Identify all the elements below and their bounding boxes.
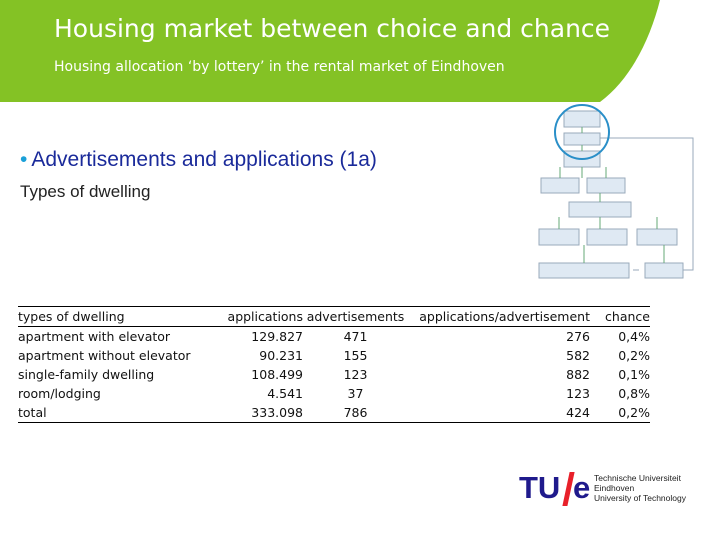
table-cell: 108.499 [251,367,303,382]
header-banner: Housing market between choice and chance… [0,0,720,102]
header-wave-decoration [600,0,720,102]
tue-logo: TU e Technische Universiteit Eindhoven U… [519,470,694,506]
table-cell: 882 [566,367,590,382]
table-cell: apartment with elevator [18,329,171,344]
subheading: Types of dwelling [20,182,151,201]
table-cell: 0,2% [618,348,650,363]
column-header: applications/advertisement [408,306,590,327]
bullet-heading-text: Advertisements and applications (1a) [31,148,377,171]
table-cell: 123 [566,386,590,401]
table-cell: 0,2% [590,403,650,423]
table-cell: apartment without elevator [18,348,191,363]
table-cell: 90.231 [259,348,303,363]
table-cell: 155 [343,348,368,363]
slide-title: Housing market between choice and chance [54,14,611,43]
table-row: apartment without elevator 90.231 155 58… [18,346,650,365]
column-header: advertisements [303,306,408,327]
table-cell: 0,4% [618,329,650,344]
table-cell: 0,8% [618,386,650,401]
table-cell: 4.541 [267,386,303,401]
table-cell: 0,1% [618,367,650,382]
table-row: total 333.098 786 424 0,2% [18,403,650,423]
logo-line: University of Technology [594,493,686,503]
logo-line: Eindhoven [594,483,635,493]
bullet-heading: • Advertisements and applications (1a) [20,148,377,172]
table-cell: total [18,403,208,423]
column-header: types of dwelling [18,306,208,327]
table-cell: 471 [343,329,368,344]
flowchart-thumbnail [538,104,694,279]
table-cell: 786 [303,403,408,423]
bullet-dot-icon: • [20,148,28,171]
logo-line: Technische Universiteit [594,473,681,483]
logo-mark-e: e [573,470,591,505]
table-cell: 123 [343,367,368,382]
column-header: chance [590,306,650,327]
table-cell: 37 [347,386,364,401]
table-cell: room/lodging [18,386,101,401]
column-header: applications [208,306,303,327]
table-cell: 333.098 [208,403,303,423]
table-cell: 129.827 [251,329,303,344]
table-row: single-family dwelling 108.499 123 882 0… [18,365,650,384]
table-header-row: types of dwelling applications advertise… [18,306,650,327]
slide-subtitle: Housing allocation ‘by lottery’ in the r… [54,59,505,75]
table-cell: 276 [566,329,590,344]
logo-mark-tu: TU [519,470,561,505]
table-cell: 424 [408,403,590,423]
dwelling-table: types of dwelling applications advertise… [18,306,650,423]
logo-wordmark: Technische Universiteit Eindhoven Univer… [594,473,686,503]
table-row: apartment with elevator 129.827 471 276 … [18,327,650,347]
table-cell: 582 [566,348,590,363]
table-cell: single-family dwelling [18,367,155,382]
table-row: room/lodging 4.541 37 123 0,8% [18,384,650,403]
